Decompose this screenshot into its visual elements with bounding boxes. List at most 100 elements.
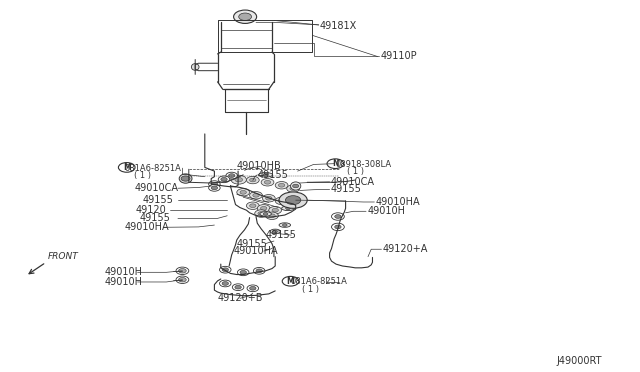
Text: 49110P: 49110P [381,51,417,61]
Text: 49155: 49155 [140,214,170,223]
Text: 08918-308LA: 08918-308LA [335,160,392,169]
Circle shape [327,159,344,169]
Ellipse shape [179,174,192,183]
Ellipse shape [279,223,291,227]
Circle shape [253,267,265,274]
Circle shape [282,276,299,286]
Text: 49010HA: 49010HA [234,246,278,256]
Circle shape [118,163,135,172]
Text: M: M [123,163,131,172]
Text: 081A6-8251A: 081A6-8251A [291,278,348,286]
Circle shape [282,224,287,227]
Circle shape [260,206,267,210]
Text: 49155: 49155 [237,239,268,248]
Text: 49155: 49155 [142,195,173,205]
Circle shape [257,205,270,212]
Circle shape [297,198,303,202]
Text: M: M [287,277,294,286]
Text: FRONT: FRONT [48,252,79,261]
Text: 49155: 49155 [258,170,289,180]
Text: 49010H: 49010H [104,277,142,287]
Circle shape [176,267,189,275]
Circle shape [250,204,256,208]
Circle shape [237,269,249,276]
Circle shape [261,179,274,186]
Circle shape [258,212,264,215]
Text: 49010HA: 49010HA [125,222,170,232]
Circle shape [250,192,262,199]
Circle shape [256,269,262,273]
Ellipse shape [260,212,271,216]
Circle shape [211,182,218,186]
Circle shape [228,174,235,177]
Text: 49181X: 49181X [320,21,357,31]
Circle shape [211,186,218,190]
Text: 49155: 49155 [266,230,296,240]
Circle shape [279,192,307,208]
Text: ( 1 ): ( 1 ) [347,167,364,176]
Circle shape [285,207,291,210]
Circle shape [290,187,296,190]
Circle shape [247,285,259,292]
Circle shape [209,181,220,187]
Circle shape [234,10,257,23]
Circle shape [232,284,244,291]
Circle shape [179,269,186,273]
Text: 49010HA: 49010HA [376,198,420,207]
Text: N: N [332,159,339,168]
Text: 49120+B: 49120+B [218,294,263,303]
Text: 49010H: 49010H [367,206,405,216]
Circle shape [221,177,227,181]
Circle shape [235,177,243,182]
Circle shape [288,202,294,206]
Circle shape [292,184,299,188]
Circle shape [253,193,259,197]
Circle shape [237,189,250,196]
Ellipse shape [270,229,280,234]
Text: 49010CA: 49010CA [331,177,375,187]
Text: ( 1 ): ( 1 ) [302,285,319,294]
Circle shape [332,223,344,231]
Circle shape [273,230,278,233]
Circle shape [226,172,237,179]
Circle shape [240,270,246,274]
Circle shape [231,175,246,184]
Circle shape [275,182,288,189]
Text: 49120+A: 49120+A [383,244,428,254]
Ellipse shape [291,182,301,190]
Circle shape [246,176,259,184]
Circle shape [239,13,252,20]
Ellipse shape [191,64,199,70]
Circle shape [240,190,246,194]
Text: 49010CA: 49010CA [134,183,179,193]
Circle shape [335,215,341,218]
Circle shape [209,185,220,191]
Circle shape [250,286,256,290]
Circle shape [263,173,268,176]
Circle shape [181,176,190,181]
Circle shape [269,214,275,218]
Circle shape [250,178,256,182]
Ellipse shape [292,197,307,203]
Circle shape [176,276,189,283]
Circle shape [275,197,288,205]
Ellipse shape [259,173,273,177]
Circle shape [222,282,228,285]
Text: 49120: 49120 [136,205,166,215]
Text: 49010H: 49010H [104,267,142,277]
Text: 081A6-8251A: 081A6-8251A [125,164,182,173]
Text: 49155: 49155 [331,185,362,194]
Circle shape [179,278,186,282]
Circle shape [278,199,285,203]
Circle shape [263,212,268,215]
Text: ( 1 ): ( 1 ) [134,171,152,180]
Circle shape [285,200,298,208]
Circle shape [278,183,285,187]
Circle shape [266,212,278,219]
Circle shape [287,185,300,192]
Text: 49010HB: 49010HB [237,161,282,171]
Circle shape [220,280,231,287]
Circle shape [262,195,275,202]
Circle shape [266,196,272,200]
Circle shape [264,180,271,184]
